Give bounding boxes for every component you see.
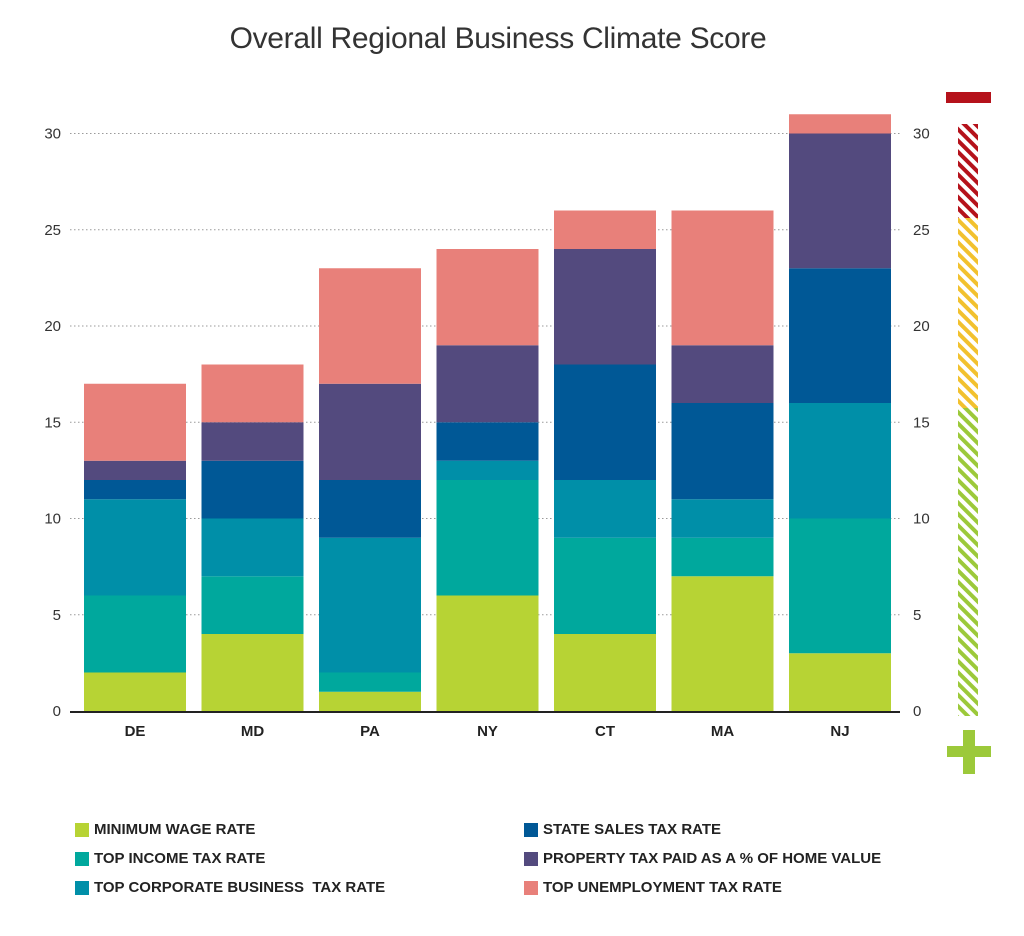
legend-item-top-unemployment-tax-rate: TOP UNEMPLOYMENT TAX RATE (524, 873, 881, 902)
bar-ma-state-sales-tax-rate (671, 403, 774, 500)
bar-ct-top-income-tax-rate (554, 537, 656, 634)
scale-segment-yellow (958, 218, 978, 408)
bar-de-state-sales-tax-rate (84, 480, 186, 500)
legend-item-property-tax-paid-as-a-of-home-value: PROPERTY TAX PAID AS A % OF HOME VALUE (524, 844, 881, 873)
bars (84, 114, 891, 711)
y-tick-left-20: 20 (44, 318, 61, 335)
plus-icon (947, 730, 991, 774)
bar-nj-property-tax-paid-as-a-of-home-value (789, 133, 891, 269)
chart-title: Overall Regional Business Climate Score (229, 22, 767, 55)
x-tick-ma: MA (711, 723, 734, 740)
bar-pa-top-income-tax-rate (319, 672, 421, 692)
legend-swatch (524, 851, 538, 866)
y-tick-left-30: 30 (44, 126, 61, 143)
scale-segment-red (958, 124, 978, 218)
bar-md-top-income-tax-rate (201, 576, 304, 634)
bar-nj-minimum-wage-rate (789, 653, 891, 711)
x-tick-de: DE (125, 723, 146, 740)
legend-item-state-sales-tax-rate: STATE SALES TAX RATE (524, 815, 881, 844)
legend-swatch (75, 822, 89, 837)
bar-pa-minimum-wage-rate (319, 691, 421, 711)
bar-ct-property-tax-paid-as-a-of-home-value (554, 249, 656, 365)
bar-de-top-unemployment-tax-rate (84, 383, 186, 461)
bar-ct-state-sales-tax-rate (554, 364, 656, 480)
bar-de-property-tax-paid-as-a-of-home-value (84, 460, 186, 480)
y-tick-right-0: 0 (913, 703, 921, 720)
x-tick-ct: CT (595, 723, 615, 740)
y-tick-left-10: 10 (44, 511, 61, 528)
legend-label: PROPERTY TAX PAID AS A % OF HOME VALUE (543, 850, 882, 867)
bar-ny-property-tax-paid-as-a-of-home-value (436, 345, 539, 423)
legend-item-minimum-wage-rate: MINIMUM WAGE RATE (75, 815, 385, 844)
bar-md-top-unemployment-tax-rate (201, 364, 304, 423)
bar-ny-top-unemployment-tax-rate (436, 249, 539, 346)
y-tick-right-30: 30 (913, 126, 930, 143)
bar-ny-minimum-wage-rate (436, 595, 539, 711)
y-tick-right-5: 5 (913, 607, 921, 624)
bar-ma-property-tax-paid-as-a-of-home-value (671, 345, 774, 403)
bar-ct-top-unemployment-tax-rate (554, 210, 656, 249)
scale-segment-green (958, 408, 978, 716)
bar-md-property-tax-paid-as-a-of-home-value (201, 422, 304, 461)
legend-label: TOP UNEMPLOYMENT TAX RATE (543, 879, 782, 896)
x-tick-nj: NJ (830, 723, 849, 740)
legend-label: TOP INCOME TAX RATE (94, 850, 266, 867)
legend-item-top-corporate-business-tax-rate: TOP CORPORATE BUSINESS TAX RATE (75, 873, 385, 902)
bar-pa-state-sales-tax-rate (319, 480, 421, 538)
bar-ma-minimum-wage-rate (671, 576, 774, 711)
bar-de-minimum-wage-rate (84, 672, 186, 711)
bar-nj-top-corporate-business-tax-rate (789, 403, 891, 519)
y-tick-left-0: 0 (53, 703, 61, 720)
bar-pa-property-tax-paid-as-a-of-home-value (319, 383, 421, 480)
minus-icon (946, 92, 991, 103)
legend-swatch (524, 880, 538, 895)
legend-swatch (75, 880, 89, 895)
y-tick-left-5: 5 (53, 607, 61, 624)
bar-ny-top-corporate-business-tax-rate (436, 460, 539, 480)
bar-ny-top-income-tax-rate (436, 480, 539, 596)
x-tick-ny: NY (477, 723, 498, 740)
bar-nj-top-income-tax-rate (789, 518, 891, 654)
bar-nj-state-sales-tax-rate (789, 268, 891, 403)
y-tick-right-15: 15 (913, 414, 930, 431)
bar-ma-top-unemployment-tax-rate (671, 210, 774, 346)
x-tick-md: MD (241, 723, 264, 740)
chart-plot: 0 0 5 5 10 10 15 15 20 20 25 25 30 30 DE MD PA NY CT MA NJ (44, 92, 991, 774)
x-tick-pa: PA (360, 723, 380, 740)
bar-ma-top-corporate-business-tax-rate (671, 499, 774, 538)
legend-swatch (524, 822, 538, 837)
legend-item-top-income-tax-rate: TOP INCOME TAX RATE (75, 844, 385, 873)
y-tick-right-10: 10 (913, 511, 930, 528)
y-tick-right-25: 25 (913, 222, 930, 239)
bar-de-top-income-tax-rate (84, 595, 186, 673)
legend-swatch (75, 851, 89, 866)
bar-ny-state-sales-tax-rate (436, 422, 539, 461)
legend-label: TOP CORPORATE BUSINESS TAX RATE (94, 879, 386, 896)
bar-md-minimum-wage-rate (201, 634, 304, 711)
legend-column-right: STATE SALES TAX RATE PROPERTY TAX PAID AS… (524, 815, 881, 902)
y-tick-right-20: 20 (913, 318, 930, 335)
y-tick-left-25: 25 (44, 222, 61, 239)
bar-ct-minimum-wage-rate (554, 634, 656, 711)
bar-md-top-corporate-business-tax-rate (201, 518, 304, 577)
bar-ma-top-income-tax-rate (671, 537, 774, 577)
legend-label: STATE SALES TAX RATE (543, 821, 722, 838)
bar-md-state-sales-tax-rate (201, 460, 304, 519)
bar-nj-top-unemployment-tax-rate (789, 114, 891, 134)
bar-pa-top-corporate-business-tax-rate (319, 537, 421, 673)
y-tick-left-15: 15 (44, 414, 61, 431)
bar-pa-top-unemployment-tax-rate (319, 268, 421, 384)
bar-ct-top-corporate-business-tax-rate (554, 480, 656, 538)
legend-label: MINIMUM WAGE RATE (94, 821, 256, 838)
legend-column-left: MINIMUM WAGE RATE TOP INCOME TAX RATE TOP … (75, 815, 385, 902)
axes: 0 0 5 5 10 10 15 15 20 20 25 25 30 30 DE MD PA NY CT MA NJ (44, 126, 929, 741)
scale-indicator (946, 92, 991, 774)
bar-de-top-corporate-business-tax-rate (84, 499, 186, 596)
